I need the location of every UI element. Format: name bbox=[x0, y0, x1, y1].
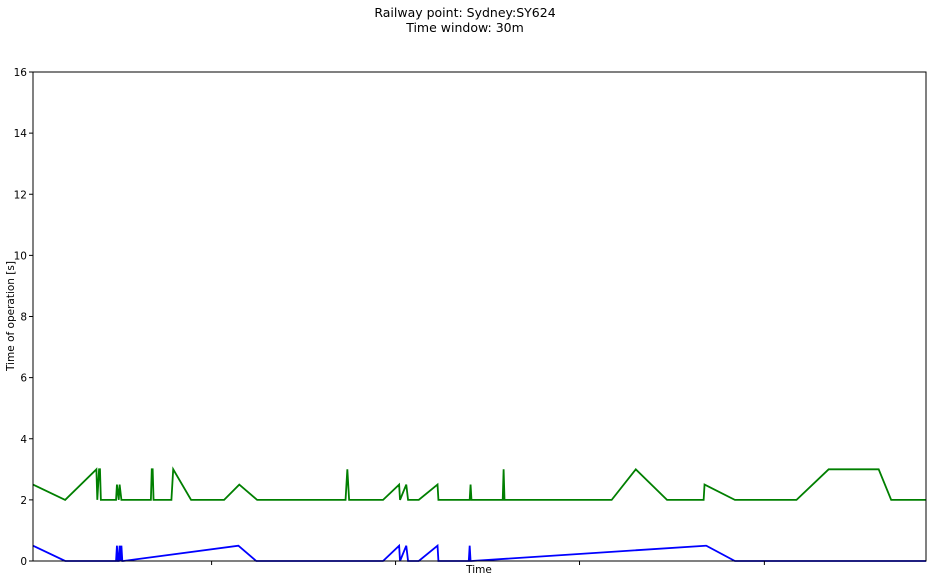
y-tick-label: 4 bbox=[20, 434, 27, 446]
y-tick-label: 10 bbox=[14, 250, 27, 262]
series-line-1 bbox=[32, 543, 926, 562]
plot-frame bbox=[32, 71, 927, 562]
series-layer bbox=[32, 466, 926, 562]
y-tick-label: 8 bbox=[20, 312, 27, 324]
chart-title: Railway point: Sydney:SY624 bbox=[374, 5, 555, 20]
y-axis: 0 2 4 6 8 10 12 14 16 bbox=[14, 67, 33, 568]
y-tick-label: 16 bbox=[14, 67, 28, 79]
y-tick-label: 2 bbox=[20, 495, 27, 507]
x-axis bbox=[211, 561, 765, 565]
series-line-2 bbox=[32, 466, 926, 501]
y-axis-label: Time of operation [s] bbox=[5, 261, 17, 372]
y-tick-label: 14 bbox=[14, 128, 28, 140]
chart-subtitle: Time window: 30m bbox=[405, 20, 524, 35]
y-tick-label: 12 bbox=[14, 189, 27, 201]
y-tick-label: 0 bbox=[20, 556, 27, 568]
y-tick-label: 6 bbox=[20, 373, 27, 385]
x-axis-label: Time bbox=[465, 564, 492, 576]
